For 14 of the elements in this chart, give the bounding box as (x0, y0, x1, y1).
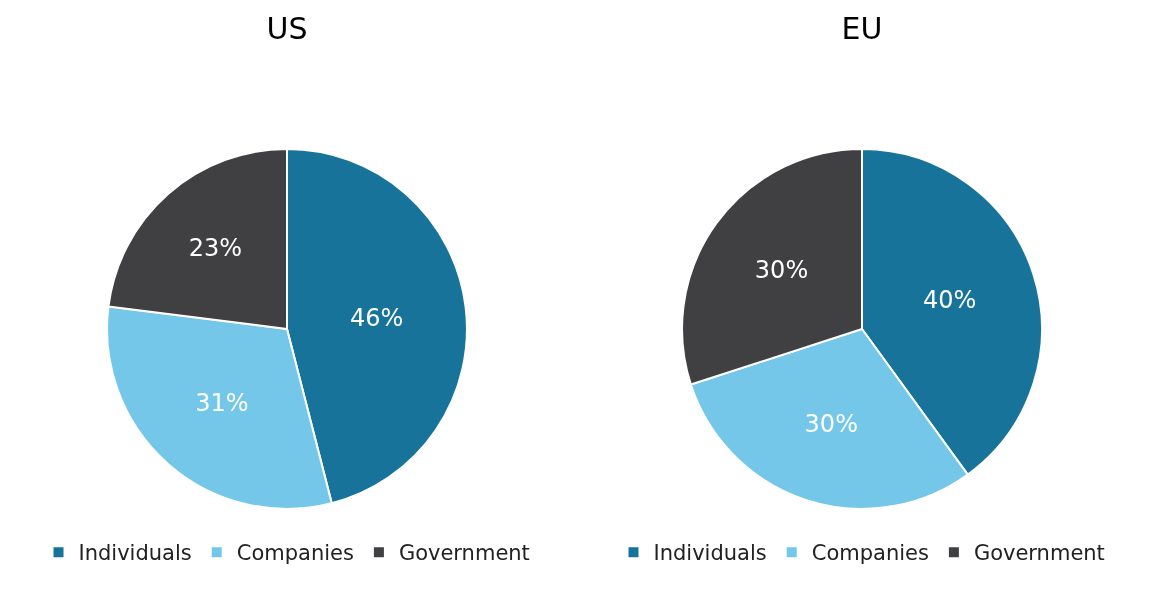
legend-label: Government (973, 541, 1105, 566)
legend-label: Government (398, 541, 530, 566)
chart-title: EU (841, 11, 883, 47)
data-label: 31% (195, 388, 249, 417)
data-label: 46% (349, 303, 404, 332)
data-label: 23% (188, 233, 243, 262)
data-label: 30% (804, 409, 858, 438)
data-label: 40% (923, 286, 977, 315)
legend-label: Companies (236, 541, 354, 566)
legend-label: Companies (811, 541, 929, 566)
legend-label: Individuals (78, 541, 192, 566)
data-label: 30% (754, 256, 809, 285)
chart-title: US (266, 11, 308, 47)
legend-label: Individuals (653, 541, 767, 566)
